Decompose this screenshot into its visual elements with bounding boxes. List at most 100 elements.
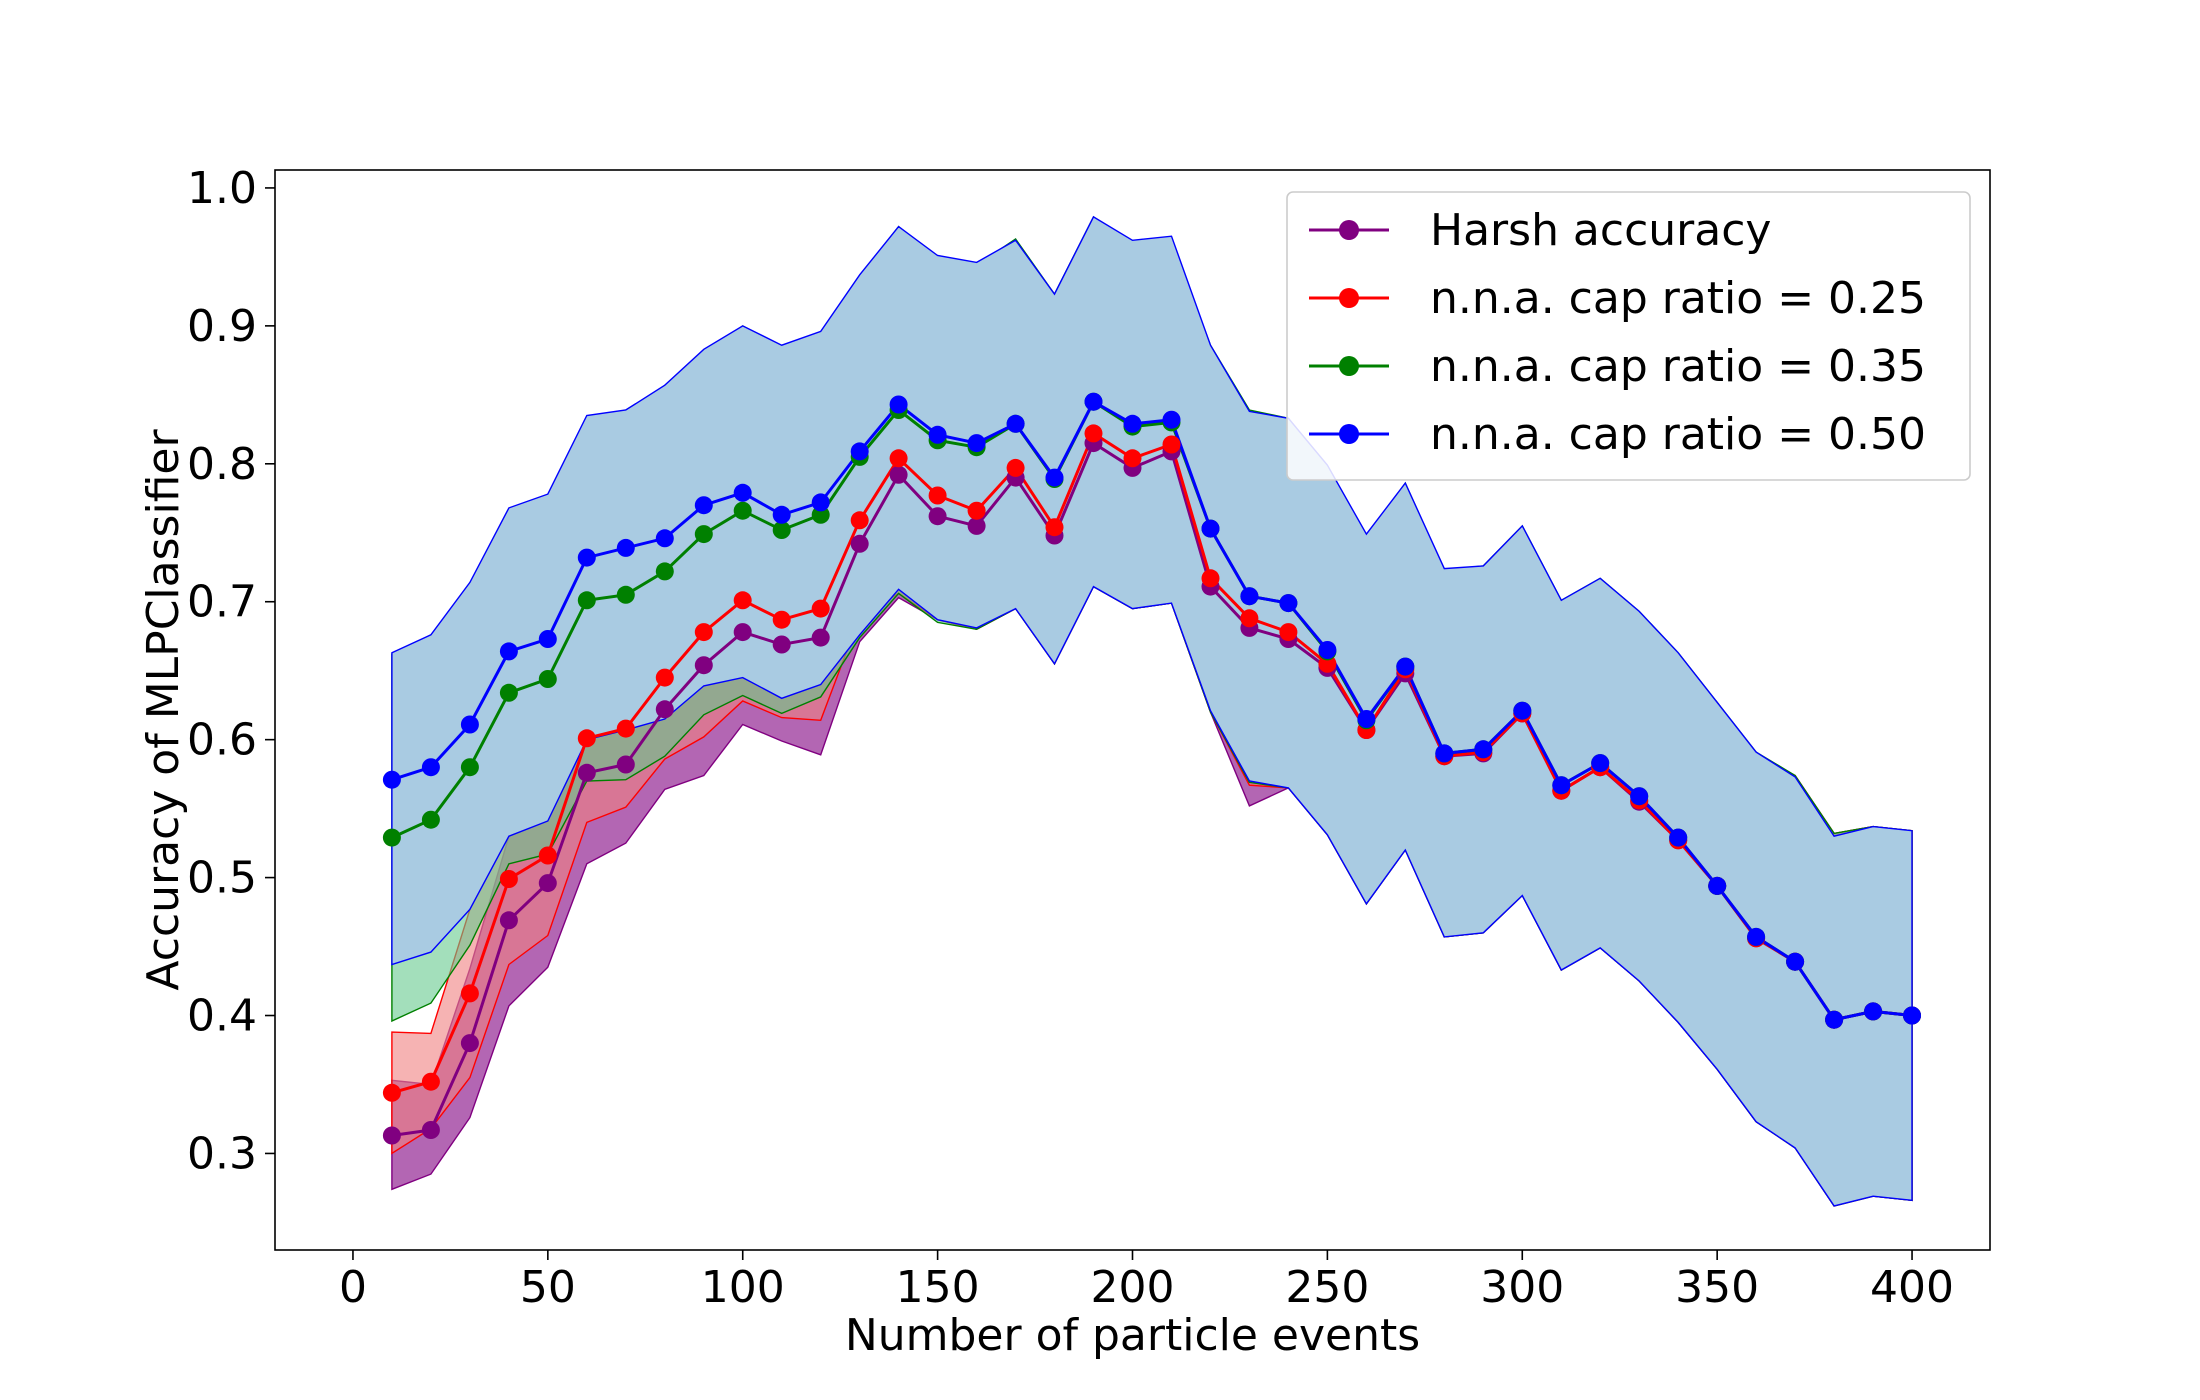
point-series-2 bbox=[733, 591, 752, 610]
x-tick-label: 300 bbox=[1480, 1262, 1564, 1313]
y-tick-label: 0.4 bbox=[187, 991, 257, 1042]
y-tick-label: 0.5 bbox=[187, 853, 257, 904]
point-series-2 bbox=[655, 668, 674, 687]
point-series-4 bbox=[850, 442, 869, 461]
point-series-2 bbox=[577, 729, 596, 748]
point-series-2 bbox=[967, 501, 986, 520]
point-series-1 bbox=[733, 623, 752, 642]
confidence-bands bbox=[391, 215, 1913, 1207]
x-tick-label: 250 bbox=[1285, 1262, 1369, 1313]
point-series-1 bbox=[928, 507, 947, 526]
legend-marker-3 bbox=[1339, 356, 1359, 376]
point-series-4 bbox=[1006, 414, 1025, 433]
point-series-3 bbox=[811, 505, 830, 524]
point-series-4 bbox=[1318, 641, 1337, 659]
point-series-4 bbox=[1864, 1002, 1883, 1021]
point-series-2 bbox=[1084, 424, 1103, 443]
point-series-4 bbox=[460, 715, 479, 734]
point-series-2 bbox=[772, 610, 791, 629]
x-tick-label: 150 bbox=[896, 1262, 980, 1313]
point-series-1 bbox=[889, 465, 908, 484]
point-series-2 bbox=[538, 846, 557, 865]
point-series-2 bbox=[1006, 458, 1025, 477]
series-points bbox=[382, 392, 1921, 1145]
point-series-3 bbox=[694, 525, 713, 544]
point-series-4 bbox=[1045, 468, 1064, 487]
point-series-1 bbox=[616, 755, 635, 774]
point-series-1 bbox=[694, 656, 713, 675]
point-series-4 bbox=[1279, 594, 1298, 613]
point-series-2 bbox=[616, 719, 635, 738]
x-tick-label: 200 bbox=[1091, 1262, 1175, 1313]
point-series-2 bbox=[1162, 435, 1181, 454]
point-series-4 bbox=[1396, 657, 1415, 676]
point-series-4 bbox=[694, 496, 713, 515]
point-series-2 bbox=[1045, 518, 1064, 537]
point-series-1 bbox=[655, 700, 674, 719]
y-tick-label: 0.3 bbox=[187, 1128, 257, 1179]
point-series-4 bbox=[889, 395, 908, 414]
point-series-1 bbox=[499, 911, 518, 930]
point-series-2 bbox=[928, 486, 947, 505]
point-series-4 bbox=[1357, 710, 1376, 728]
point-series-4 bbox=[733, 483, 752, 502]
point-series-3 bbox=[616, 585, 635, 604]
point-series-2 bbox=[1201, 569, 1220, 588]
point-series-4 bbox=[1825, 1010, 1844, 1029]
point-series-4 bbox=[421, 758, 440, 777]
point-series-4 bbox=[1240, 587, 1259, 606]
legend: Harsh accuracy n.n.a. cap ratio = 0.25 n.n… bbox=[1286, 191, 1971, 481]
point-series-2 bbox=[889, 449, 908, 468]
point-series-2 bbox=[421, 1072, 440, 1091]
point-series-3 bbox=[577, 591, 596, 610]
y-tick-label: 1.0 bbox=[187, 163, 257, 214]
line-series-2 bbox=[391, 431, 1913, 1095]
legend-box bbox=[1286, 191, 1971, 481]
y-axis-label: Accuracy of MLPClassifier bbox=[138, 429, 189, 991]
x-tick-label: 400 bbox=[1870, 1262, 1954, 1313]
legend-marker-2 bbox=[1339, 288, 1359, 308]
y-tick-label: 0.6 bbox=[187, 715, 257, 766]
x-tick-label: 100 bbox=[701, 1262, 785, 1313]
x-axis-label: Number of particle events bbox=[845, 1310, 1420, 1361]
point-series-4 bbox=[1630, 787, 1649, 806]
point-series-4 bbox=[1474, 740, 1493, 759]
point-series-2 bbox=[460, 984, 479, 1003]
y-axis: 0.3 0.4 0.5 0.6 0.7 0.8 0.9 1.0 bbox=[187, 163, 275, 1179]
x-axis: 0 50 100 150 200 250 300 350 400 bbox=[339, 1250, 1954, 1313]
point-series-4 bbox=[1747, 927, 1766, 946]
point-series-4 bbox=[928, 425, 947, 444]
point-series-2 bbox=[382, 1083, 401, 1102]
legend-marker-1 bbox=[1339, 220, 1359, 240]
series-lines bbox=[391, 399, 1913, 1137]
point-series-4 bbox=[499, 642, 518, 661]
point-series-2 bbox=[1123, 449, 1142, 468]
point-series-4 bbox=[1513, 701, 1532, 720]
point-series-4 bbox=[1903, 1006, 1921, 1025]
legend-marker-4 bbox=[1339, 424, 1359, 444]
point-series-4 bbox=[577, 548, 596, 567]
point-series-4 bbox=[811, 493, 830, 512]
point-series-3 bbox=[460, 758, 479, 777]
legend-label-1: Harsh accuracy bbox=[1430, 205, 1771, 256]
x-tick-label: 350 bbox=[1675, 1262, 1759, 1313]
point-series-3 bbox=[538, 670, 557, 688]
point-series-2 bbox=[1279, 623, 1298, 642]
point-series-4 bbox=[538, 630, 557, 648]
point-series-4 bbox=[1123, 414, 1142, 433]
point-series-1 bbox=[382, 1126, 401, 1145]
point-series-3 bbox=[733, 501, 752, 520]
point-series-3 bbox=[421, 810, 440, 829]
point-series-4 bbox=[1669, 828, 1688, 847]
point-series-1 bbox=[538, 874, 557, 893]
point-series-2 bbox=[1240, 609, 1259, 628]
point-series-2 bbox=[499, 870, 518, 888]
point-series-4 bbox=[1591, 754, 1610, 773]
point-series-4 bbox=[1084, 392, 1103, 411]
point-series-4 bbox=[1786, 952, 1805, 971]
point-series-1 bbox=[421, 1121, 440, 1139]
point-series-2 bbox=[811, 599, 830, 618]
point-series-1 bbox=[967, 516, 986, 535]
point-series-4 bbox=[616, 538, 635, 557]
